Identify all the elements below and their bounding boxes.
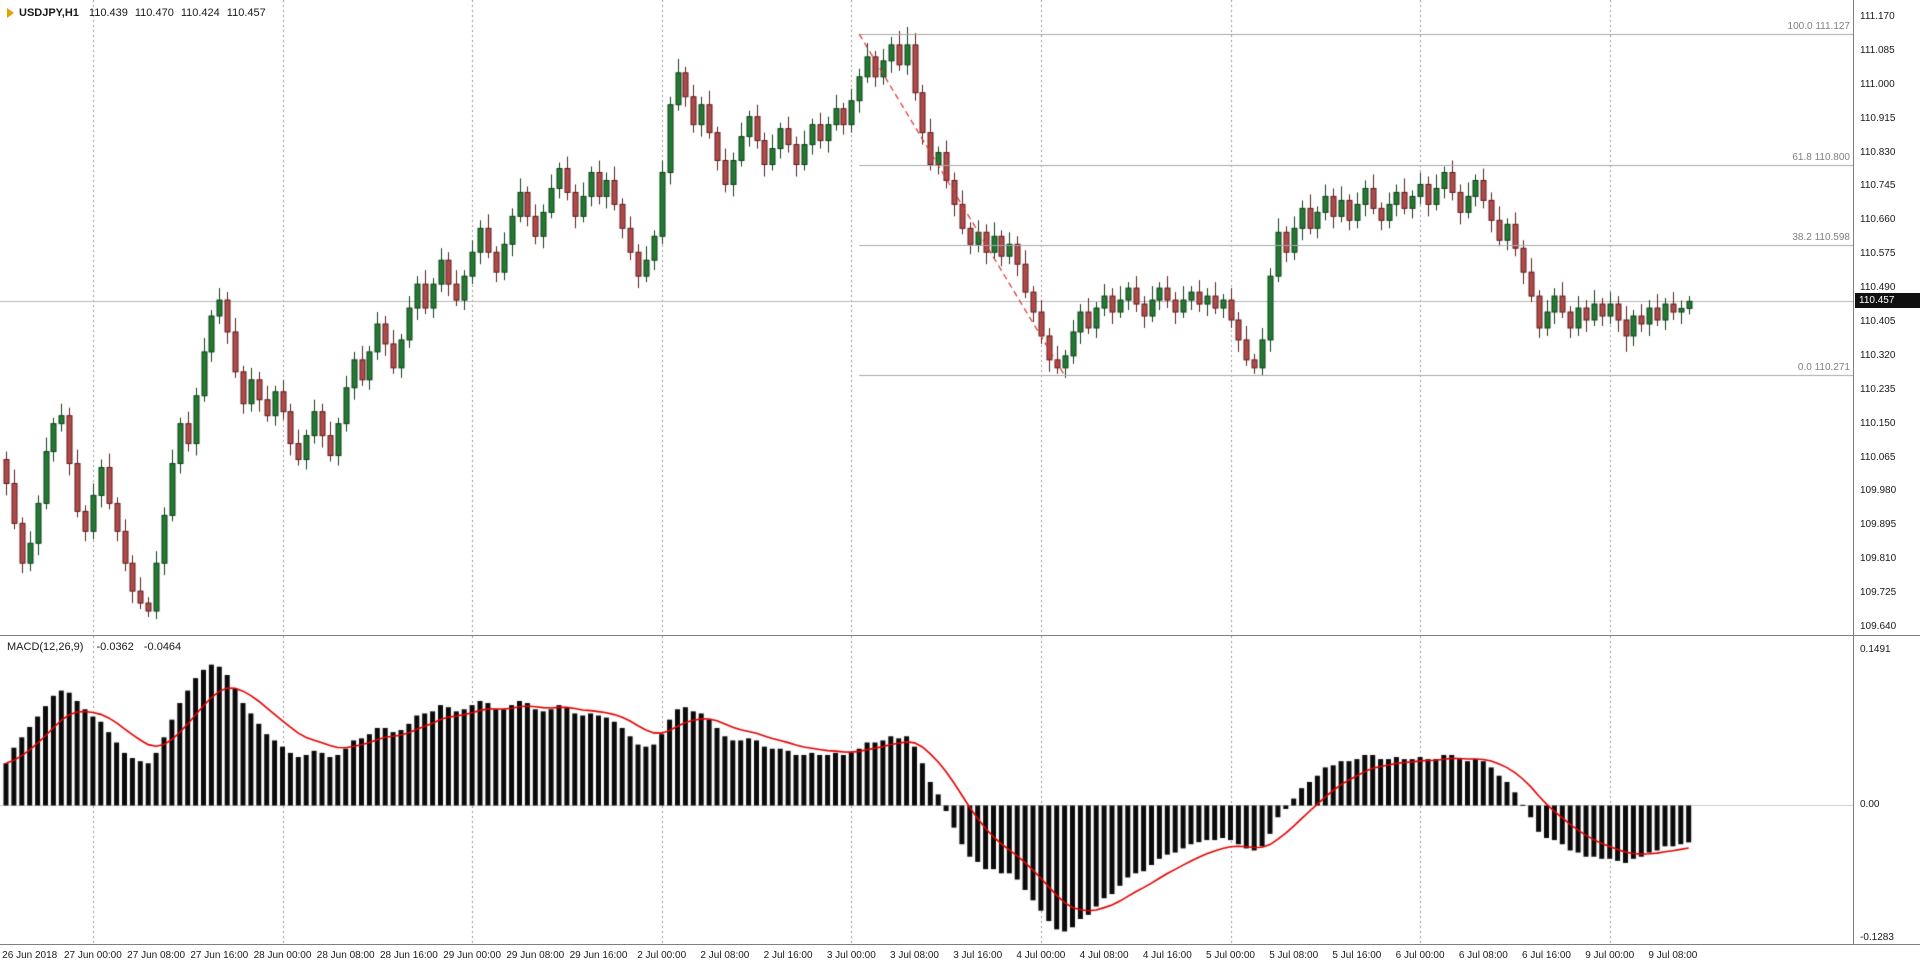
time-tick-label: 27 Jun 08:00: [127, 950, 185, 961]
time-tick-label: 29 Jun 16:00: [569, 950, 628, 961]
time-tick-label: 5 Jul 08:00: [1269, 950, 1319, 961]
macd-name: MACD(12,26,9): [7, 641, 84, 653]
macd-tick-label: 0.1491: [1860, 644, 1891, 655]
time-tick-label: 5 Jul 16:00: [1332, 950, 1382, 961]
chart-title: USDJPY,H1 110.439 110.470 110.424 110.45…: [7, 7, 273, 19]
time-tick-label: 4 Jul 08:00: [1079, 950, 1129, 961]
price-tick-label: 109.980: [1860, 485, 1897, 497]
time-tick-label: 2 Jul 00:00: [637, 950, 687, 961]
current-price-badge: 110.457: [1855, 293, 1920, 309]
time-tick-label: 28 Jun 00:00: [253, 950, 312, 961]
price-tick-label: 111.000: [1860, 78, 1895, 90]
price-tick-label: 110.660: [1860, 214, 1896, 226]
macd-signal-value: -0.0464: [143, 641, 182, 653]
time-tick-label: 28 Jun 16:00: [379, 950, 438, 961]
time-tick-label: 26 Jun 2018: [2, 950, 58, 961]
time-tick-label: 2 Jul 08:00: [700, 950, 750, 961]
time-tick-label: 29 Jun 08:00: [506, 950, 565, 961]
price-scale-separator: [1853, 0, 1854, 944]
time-tick-label: 27 Jun 16:00: [190, 950, 249, 961]
fib-level-label: 0.0 110.271: [1797, 362, 1850, 374]
time-tick-label: 9 Jul 08:00: [1648, 950, 1698, 961]
open-value: 110.439: [88, 7, 128, 19]
time-tick-label: 3 Jul 00:00: [826, 950, 876, 961]
time-tick-label: 28 Jun 08:00: [316, 950, 375, 961]
macd-value: -0.0362: [96, 641, 134, 653]
time-tick-label: 3 Jul 08:00: [890, 950, 939, 961]
price-tick-label: 109.725: [1860, 587, 1897, 599]
price-tick-label: 111.085: [1860, 44, 1895, 56]
price-tick-label: 110.235: [1860, 383, 1896, 395]
price-tick-label: 109.640: [1860, 621, 1897, 632]
time-tick-label: 6 Jul 00:00: [1395, 950, 1445, 961]
price-tick-label: 111.170: [1860, 11, 1895, 22]
price-tick-label: 109.895: [1860, 519, 1897, 531]
time-tick-label: 9 Jul 00:00: [1585, 950, 1635, 961]
macd-tick-label: 0.00: [1860, 798, 1880, 810]
price-tick-label: 110.915: [1860, 112, 1896, 124]
price-chart-canvas[interactable]: [0, 0, 1853, 635]
close-value: 110.457: [226, 7, 266, 19]
symbol-timeframe-label: USDJPY,H1: [19, 7, 79, 19]
time-tick-label: 4 Jul 00:00: [1016, 950, 1066, 961]
time-tick-label: 5 Jul 00:00: [1206, 950, 1255, 961]
low-value: 110.424: [180, 7, 220, 19]
time-tick-label: 4 Jul 16:00: [1142, 950, 1192, 961]
macd-axis[interactable]: 0.1491 0.00 -0.1283: [1854, 636, 1920, 944]
time-tick-label: 27 Jun 00:00: [63, 950, 122, 961]
price-tick-label: 110.830: [1860, 146, 1896, 158]
symbol-marker-icon: [7, 8, 14, 18]
price-tick-label: 110.320: [1860, 349, 1896, 361]
macd-indicator-label: MACD(12,26,9) -0.0362 -0.0464: [7, 641, 188, 653]
fib-level-label: 100.0 111.127: [1787, 21, 1850, 33]
pane-separator-main-macd[interactable]: [0, 635, 1920, 636]
time-tick-label: 6 Jul 08:00: [1458, 950, 1508, 961]
price-axis[interactable]: 111.170 111.085 111.000 110.915 110.830 110.7…: [1854, 0, 1920, 635]
time-tick-label: 2 Jul 16:00: [763, 950, 813, 961]
price-tick-label: 110.575: [1860, 248, 1896, 260]
fib-level-label: 61.8 110.800: [1792, 151, 1850, 163]
macd-tick-label: -0.1283: [1860, 932, 1894, 943]
time-tick-label: 29 Jun 00:00: [443, 950, 501, 961]
time-tick-label: 3 Jul 16:00: [953, 950, 1003, 961]
macd-chart-canvas[interactable]: [0, 636, 1853, 944]
price-tick-label: 110.405: [1860, 316, 1896, 327]
time-tick-label: 6 Jul 16:00: [1522, 950, 1571, 961]
price-tick-label: 109.810: [1860, 553, 1897, 565]
price-tick-label: 110.490: [1860, 282, 1896, 294]
price-tick-label: 110.745: [1860, 180, 1896, 192]
high-value: 110.470: [134, 7, 174, 19]
price-tick-label: 110.065: [1860, 451, 1896, 463]
price-tick-label: 110.150: [1860, 417, 1896, 429]
fib-level-label: 38.2 110.598: [1792, 232, 1850, 244]
pane-separator-macd-timeaxis: [0, 944, 1920, 945]
time-axis[interactable]: 26 Jun 2018 27 Jun 00:00 27 Jun 08:00 27 Ju…: [0, 945, 1920, 967]
